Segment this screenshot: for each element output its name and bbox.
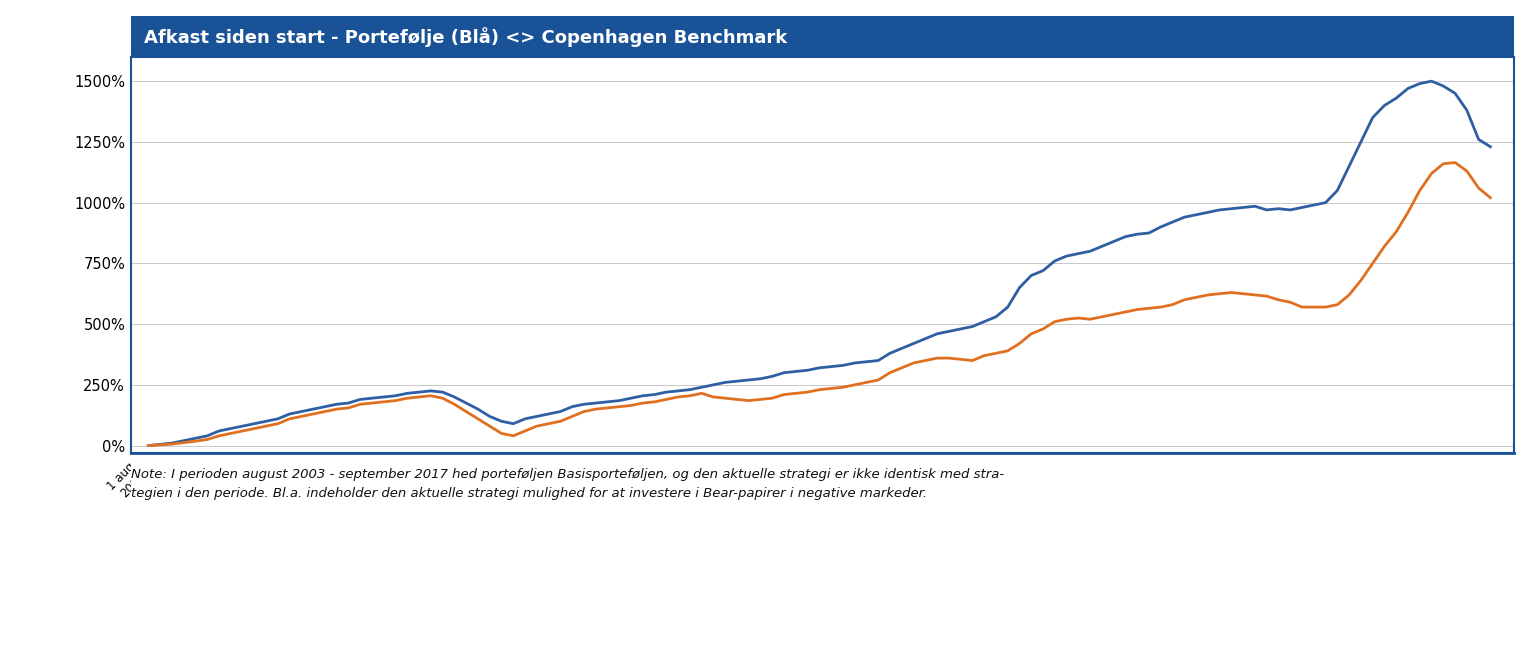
Text: Note: I perioden august 2003 - september 2017 hed porteføljen Basisporteføljen, : Note: I perioden august 2003 - september… [131, 468, 1004, 500]
Text: Afkast siden start - Portefølje (Blå) <> Copenhagen Benchmark: Afkast siden start - Portefølje (Blå) <>… [144, 27, 788, 46]
